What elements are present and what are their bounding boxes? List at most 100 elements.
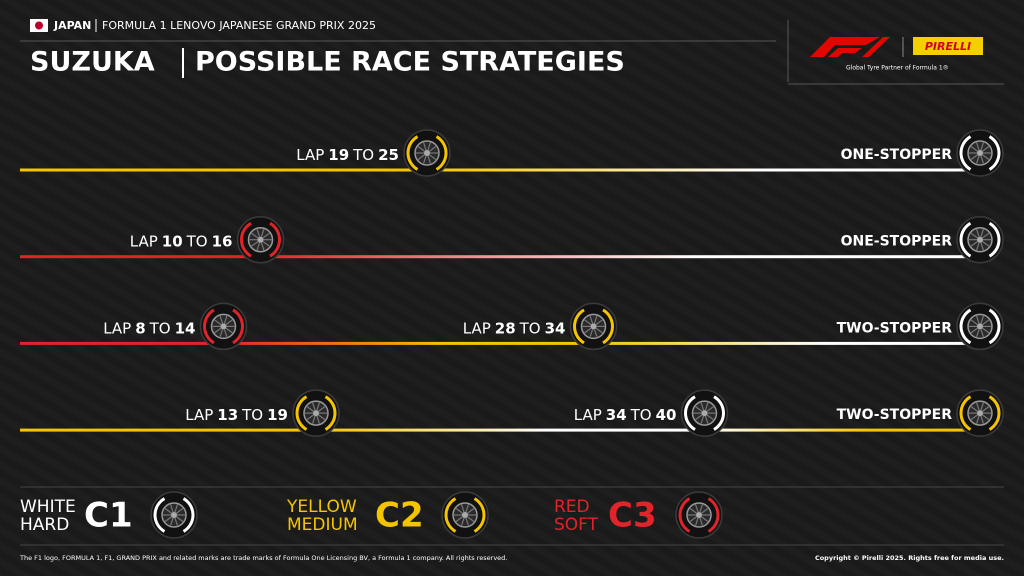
tyre-band <box>269 221 281 258</box>
hub <box>424 150 430 156</box>
spoke <box>976 142 980 151</box>
spoke <box>174 517 178 526</box>
pit-window-part: 8 <box>135 319 145 337</box>
tyre <box>956 389 1004 437</box>
tyre-band <box>959 395 972 431</box>
hub <box>977 150 983 156</box>
pit-window: LAP 10 TO 16 <box>130 232 233 250</box>
pit-window-part: 19 <box>328 146 349 164</box>
strategy-name: ONE-STOPPER <box>841 147 953 163</box>
tyre-band <box>678 497 691 533</box>
spoke <box>251 240 259 247</box>
spoke <box>982 327 990 334</box>
spoke <box>316 415 320 424</box>
spoke <box>584 327 592 334</box>
spoke <box>706 414 714 421</box>
spoke <box>219 329 224 338</box>
stint-line <box>20 428 316 432</box>
spoke <box>312 402 316 411</box>
compound-word: WHITE <box>20 497 76 517</box>
compound-type: SOFT <box>554 515 599 535</box>
tyre <box>680 389 729 437</box>
spoke <box>970 240 978 247</box>
spoke <box>170 517 174 526</box>
spoke <box>256 242 261 251</box>
pit-window: LAP 8 TO 14 <box>103 319 195 337</box>
flag-disc <box>35 21 43 30</box>
tyre-band <box>988 135 1001 171</box>
stint-line <box>223 341 594 345</box>
hub <box>313 410 319 417</box>
tyre-band <box>988 221 1001 258</box>
spoke <box>982 232 990 239</box>
tyre-band <box>406 135 419 171</box>
spoke <box>970 327 978 334</box>
pit-window: LAP 13 TO 19 <box>185 406 288 424</box>
spoke <box>584 319 592 326</box>
stint-line <box>427 168 980 172</box>
spoke <box>589 315 594 324</box>
pit-window-part: TO <box>630 406 652 424</box>
tyre <box>150 491 198 539</box>
spoke <box>970 319 978 326</box>
spoke <box>701 508 709 514</box>
spoke <box>429 146 437 152</box>
spoke <box>695 517 699 526</box>
hub <box>220 323 227 330</box>
stint-line <box>704 428 980 432</box>
spoke <box>980 155 984 164</box>
spoke <box>595 327 603 334</box>
hub <box>701 410 708 417</box>
spoke <box>982 414 990 421</box>
spoke <box>980 242 984 251</box>
strategy-name: TWO-STOPPER <box>837 407 953 423</box>
spoke <box>461 517 465 526</box>
hub <box>462 512 468 518</box>
tyre-band <box>295 395 308 431</box>
spoke <box>455 516 463 522</box>
spoke <box>980 402 984 411</box>
pit-window-part: TO <box>352 146 374 164</box>
tyre <box>675 491 723 539</box>
spoke <box>976 329 980 338</box>
spoke <box>423 155 427 164</box>
spoke <box>427 155 431 164</box>
pit-window-part: TO <box>241 406 263 424</box>
spoke <box>164 516 172 522</box>
compound-code: C1 <box>84 496 133 536</box>
pit-window-part: 34 <box>606 406 627 424</box>
spoke <box>306 414 314 421</box>
spoke <box>262 232 270 239</box>
pit-window-part: 10 <box>162 232 183 250</box>
spoke <box>689 516 697 522</box>
pit-window-part: 19 <box>267 406 288 424</box>
spoke <box>176 508 184 514</box>
spoke <box>312 415 316 424</box>
hub <box>257 236 264 243</box>
pit-window-part: LAP <box>130 232 158 250</box>
spoke <box>306 406 314 412</box>
spoke <box>251 232 259 239</box>
spoke <box>176 516 184 522</box>
spoke <box>467 516 475 522</box>
spoke <box>316 402 320 411</box>
tyre-band <box>473 497 486 533</box>
tyre-band <box>988 308 1001 345</box>
spoke <box>689 508 697 514</box>
tyre <box>569 302 618 351</box>
tyre-band <box>435 135 448 171</box>
pit-window-part: 14 <box>175 319 196 337</box>
tyre <box>956 302 1004 351</box>
compound-code: C3 <box>608 496 657 536</box>
pit-window-part: 40 <box>656 406 677 424</box>
tyre-band <box>684 395 696 431</box>
spoke <box>695 406 703 412</box>
spoke <box>970 406 978 412</box>
spoke <box>976 315 980 324</box>
hub <box>977 323 983 330</box>
spoke <box>461 504 465 513</box>
stint-line <box>20 168 427 172</box>
pit-window-part: 16 <box>212 232 233 250</box>
spoke <box>699 504 703 513</box>
